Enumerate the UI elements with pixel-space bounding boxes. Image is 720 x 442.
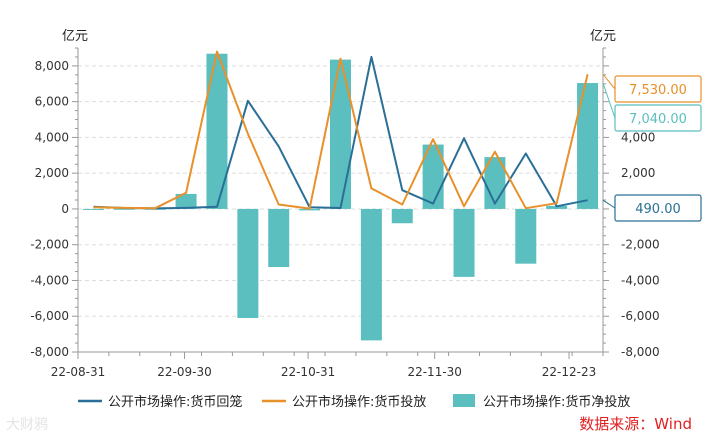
callout-value: 7,040.00: [629, 112, 687, 127]
left-tick-label: 4,000: [35, 130, 69, 144]
line-series: [93, 55, 588, 210]
x-tick-label: 22-11-30: [407, 365, 461, 379]
left-tick-label: -6,000: [30, 309, 69, 323]
right-unit-label: 亿元: [590, 29, 616, 44]
bar: [268, 208, 290, 268]
axes: -8,000 -6,000 -4,000 -2,000 0 2,000 4,000 6,000…: [30, 47, 660, 379]
callout-value: 7,530.00: [629, 83, 687, 98]
line-series: [93, 50, 589, 210]
callout-leader: [602, 199, 616, 209]
bar: [577, 83, 599, 209]
right-tick-label: -8,000: [621, 345, 660, 359]
data-source: 数据来源：Wind: [579, 415, 692, 433]
legend-label: 公开市场操作:货币投放: [292, 394, 426, 410]
watermark: 大财鸦: [6, 417, 48, 433]
bar: [391, 208, 413, 224]
legend-label: 公开市场操作:货币回笼: [108, 394, 242, 410]
x-tick-label: 22-08-31: [51, 365, 105, 379]
callout-box: [614, 104, 702, 132]
legend-label: 公开市场操作:货币净投放: [483, 394, 630, 410]
line-series: [93, 50, 589, 210]
value-callouts: 7,530.00 7,040.00 490.00: [602, 73, 702, 222]
callout-box: [614, 75, 702, 103]
callout-leader: [602, 82, 616, 119]
callout-leader: [602, 73, 616, 90]
bar: [82, 208, 104, 210]
right-tick-label: -4,000: [621, 273, 660, 287]
right-tick-label: 4,000: [621, 130, 655, 144]
bar: [546, 205, 568, 209]
bar: [206, 53, 228, 209]
right-tick-label: 2,000: [621, 166, 655, 180]
net-injection-bars: [82, 53, 599, 341]
legend: 公开市场操作:货币回笼 公开市场操作:货币投放 公开市场操作:货币净投放: [78, 394, 630, 410]
x-tick-label: 22-10-31: [281, 365, 335, 379]
x-tick-label: 22-09-30: [157, 365, 211, 379]
left-tick-label: 6,000: [35, 95, 69, 109]
bar: [515, 208, 537, 264]
legend-swatch-bar: [453, 394, 475, 407]
left-tick-label: 0: [61, 202, 69, 216]
left-tick-label: -4,000: [30, 273, 69, 287]
left-tick-label: 2,000: [35, 166, 69, 180]
left-tick-label: -2,000: [30, 238, 69, 252]
bar: [113, 208, 135, 210]
bar: [237, 208, 259, 319]
left-unit-label: 亿元: [62, 29, 88, 44]
callout-value: 490.00: [635, 202, 681, 217]
right-tick-label: -2,000: [621, 238, 660, 252]
callout-box: [614, 194, 702, 222]
right-tick-label: -6,000: [621, 309, 660, 323]
bar: [360, 208, 382, 341]
bar: [330, 59, 351, 209]
bar: [299, 208, 321, 211]
bar: [453, 208, 475, 277]
left-tick-label: 8,000: [35, 59, 69, 73]
left-tick-label: -8,000: [30, 345, 69, 359]
x-tick-label: 22-12-23: [542, 365, 596, 379]
bar: [175, 193, 197, 209]
